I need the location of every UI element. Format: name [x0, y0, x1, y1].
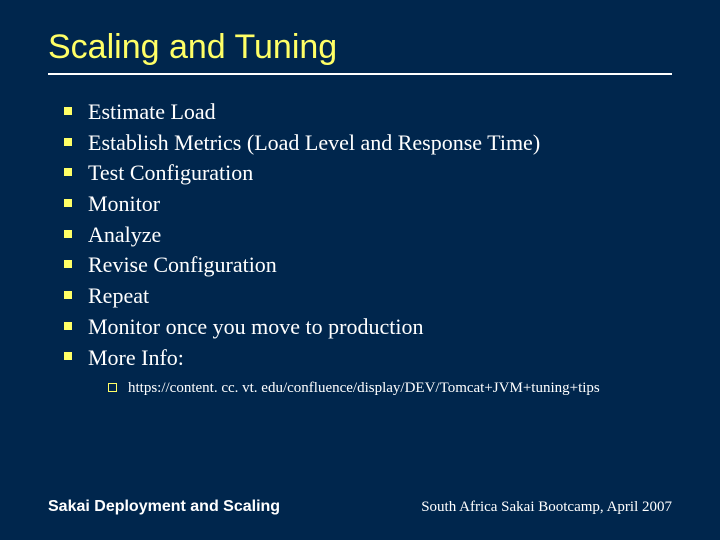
- footer-right: South Africa Sakai Bootcamp, April 2007: [421, 499, 672, 516]
- list-item: Revise Configuration: [54, 250, 672, 280]
- list-item: Establish Metrics (Load Level and Respon…: [54, 128, 672, 158]
- list-item: Test Configuration: [54, 158, 672, 188]
- list-item: Estimate Load: [54, 97, 672, 127]
- footer-left: Sakai Deployment and Scaling: [48, 498, 280, 516]
- sub-list: https://content. cc. vt. edu/confluence/…: [48, 378, 672, 399]
- bullet-list: Estimate Load Establish Metrics (Load Le…: [48, 97, 672, 372]
- sub-list-item: https://content. cc. vt. edu/confluence/…: [104, 378, 672, 399]
- list-item: Repeat: [54, 281, 672, 311]
- list-item: Monitor once you move to production: [54, 312, 672, 342]
- list-item: Analyze: [54, 220, 672, 250]
- list-item: More Info:: [54, 343, 672, 373]
- slide: Scaling and Tuning Estimate Load Establi…: [0, 0, 720, 540]
- slide-title: Scaling and Tuning: [48, 28, 672, 75]
- footer: Sakai Deployment and Scaling South Afric…: [0, 498, 720, 516]
- list-item: Monitor: [54, 189, 672, 219]
